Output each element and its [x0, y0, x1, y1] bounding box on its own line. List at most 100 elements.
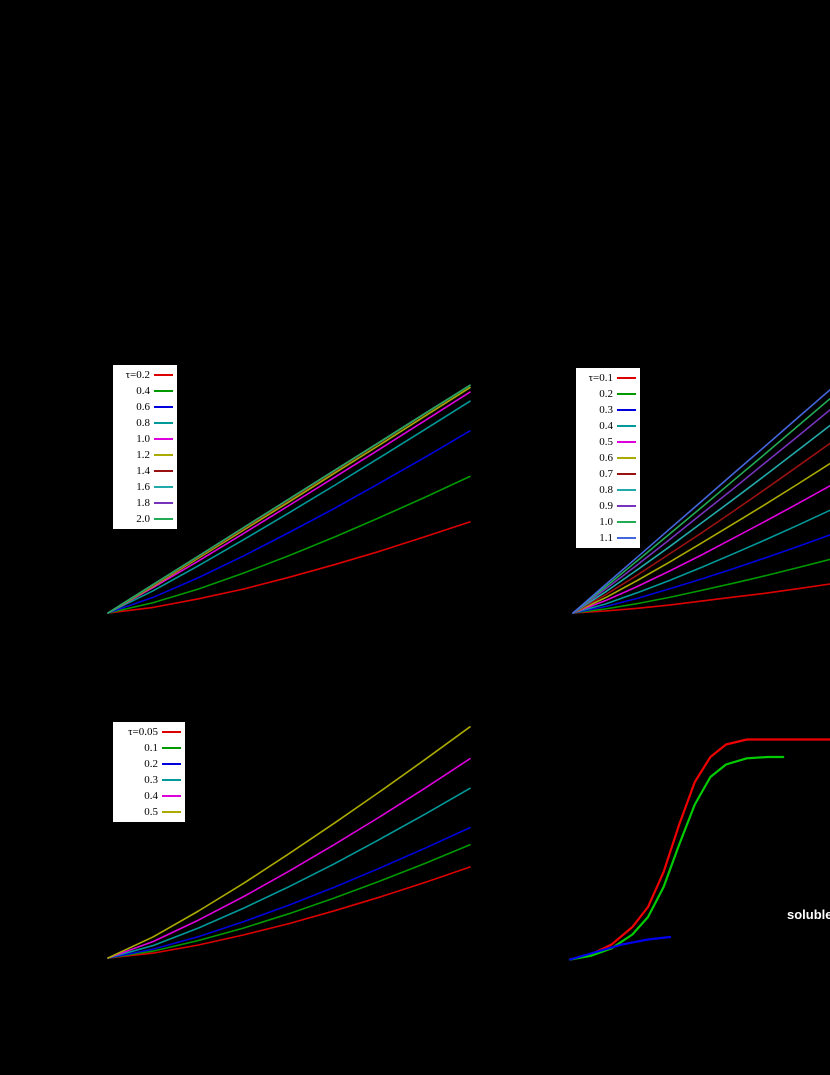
- legend-label: 1.0: [136, 433, 150, 445]
- legend-row: 1.1: [579, 530, 636, 546]
- legend-label: 0.5: [599, 436, 613, 448]
- legend-row: 0.6: [116, 399, 173, 415]
- legend-line-swatch: [154, 470, 173, 472]
- legend-label: 2.0: [136, 513, 150, 525]
- legend-line-swatch: [162, 763, 181, 765]
- legend-line-swatch: [617, 425, 636, 427]
- legend-label: 0.5: [144, 806, 158, 818]
- curve-tau-0.3: [572, 534, 830, 614]
- curve-tau-0.4: [107, 475, 471, 614]
- legend-row: 0.2: [579, 386, 636, 402]
- curve-tau-0.4: [107, 757, 471, 959]
- legend-label: 0.4: [144, 790, 158, 802]
- legend-line-swatch: [154, 454, 173, 456]
- legend-label: 1.8: [136, 497, 150, 509]
- curve-tau-0.6: [572, 462, 830, 614]
- curve-tau-0.6: [107, 430, 471, 614]
- legend-row: 0.9: [579, 498, 636, 514]
- legend-label: 0.7: [599, 468, 613, 480]
- legend-label: 0.8: [599, 484, 613, 496]
- legend-label: 1.4: [136, 465, 150, 477]
- legend-label: τ=0.1: [588, 372, 613, 384]
- curve-tau-0.7: [572, 442, 830, 614]
- legend-line-swatch: [162, 747, 181, 749]
- legend-line-swatch: [154, 502, 173, 504]
- legend-line-swatch: [617, 377, 636, 379]
- legend-row: 2.0: [116, 511, 173, 527]
- legend-row: 1.6: [116, 479, 173, 495]
- legend-label: 1.0: [599, 516, 613, 528]
- curve-tau-1.0: [572, 397, 830, 614]
- legend-label: 1.1: [599, 532, 613, 544]
- curve-tau-0.9: [572, 409, 830, 614]
- curve-sigmoid-red: [568, 738, 830, 961]
- curve-tau-0.2: [572, 558, 830, 614]
- legend-line-swatch: [154, 390, 173, 392]
- legend-row: 0.3: [116, 772, 181, 788]
- legend-line-swatch: [162, 795, 181, 797]
- curve-tau-0.3: [107, 787, 471, 959]
- legend-row: 0.5: [579, 434, 636, 450]
- legend-label: 0.4: [136, 385, 150, 397]
- legend-row: τ=0.05: [116, 724, 181, 740]
- legend-line-swatch: [154, 438, 173, 440]
- legend-label: 1.2: [136, 449, 150, 461]
- legend-panel-c: τ=0.05 0.1 0.2 0.3 0.4 0.5: [112, 721, 186, 823]
- curve-tau-0.2: [107, 521, 471, 614]
- curve-sigmoid-green: [568, 755, 785, 961]
- legend-row: τ=0.2: [116, 367, 173, 383]
- legend-row: 0.8: [579, 482, 636, 498]
- curve-tau-1.0: [107, 391, 471, 614]
- panel-top-left-plot: [107, 384, 471, 614]
- legend-label: 0.2: [144, 758, 158, 770]
- legend-panel-b: τ=0.1 0.2 0.3 0.4 0.5 0.6 0.7 0.8 0.9 1.0 1.1: [575, 367, 641, 549]
- legend-label: 0.2: [599, 388, 613, 400]
- legend-row: 1.0: [579, 514, 636, 530]
- legend-line-swatch: [154, 406, 173, 408]
- legend-label: 0.3: [599, 404, 613, 416]
- legend-label: 1.6: [136, 481, 150, 493]
- legend-line-swatch: [617, 409, 636, 411]
- soluble-label: soluble: [787, 907, 830, 922]
- legend-line-swatch: [617, 537, 636, 539]
- curve-tau-0.8: [107, 400, 471, 614]
- legend-label: 0.3: [144, 774, 158, 786]
- legend-line-swatch: [154, 518, 173, 520]
- panel-bottom-right: [568, 712, 830, 962]
- legend-label: 0.4: [599, 420, 613, 432]
- curve-tau-0.5: [572, 485, 830, 614]
- panel-bottom-left-plot: [107, 726, 471, 959]
- legend-row: 0.3: [579, 402, 636, 418]
- legend-line-swatch: [154, 374, 173, 376]
- legend-row: 0.4: [116, 788, 181, 804]
- panel-top-right-plot: [572, 388, 830, 614]
- legend-row: 0.4: [116, 383, 173, 399]
- legend-line-swatch: [154, 422, 173, 424]
- panel-top-left: τ=0.2 0.4 0.6 0.8 1.0 1.2 1.4 1.6 1.8 2.0: [107, 360, 471, 614]
- legend-label: τ=0.05: [128, 726, 158, 738]
- legend-row: 1.8: [116, 495, 173, 511]
- panel-bottom-left: τ=0.05 0.1 0.2 0.3 0.4 0.5: [107, 712, 471, 959]
- legend-label: 0.9: [599, 500, 613, 512]
- curve-tau-1.1: [572, 388, 830, 614]
- curve-tau-1.2: [107, 386, 471, 614]
- legend-row: 0.8: [116, 415, 173, 431]
- curve-flat-blue: [568, 935, 672, 961]
- legend-label: 0.6: [136, 401, 150, 413]
- legend-row: 1.2: [116, 447, 173, 463]
- legend-line-swatch: [617, 393, 636, 395]
- panel-bottom-right-plot: [568, 738, 830, 961]
- legend-row: 0.6: [579, 450, 636, 466]
- legend-line-swatch: [162, 811, 181, 813]
- legend-label: 0.6: [599, 452, 613, 464]
- curve-tau-0.1: [107, 844, 471, 959]
- curve-tau-0.2: [107, 826, 471, 959]
- curve-tau-0.5: [107, 726, 471, 959]
- legend-row: 0.7: [579, 466, 636, 482]
- curve-tau-0.4: [572, 509, 830, 614]
- legend-row: 1.4: [116, 463, 173, 479]
- legend-line-swatch: [617, 505, 636, 507]
- legend-label: 0.8: [136, 417, 150, 429]
- legend-line-swatch: [617, 457, 636, 459]
